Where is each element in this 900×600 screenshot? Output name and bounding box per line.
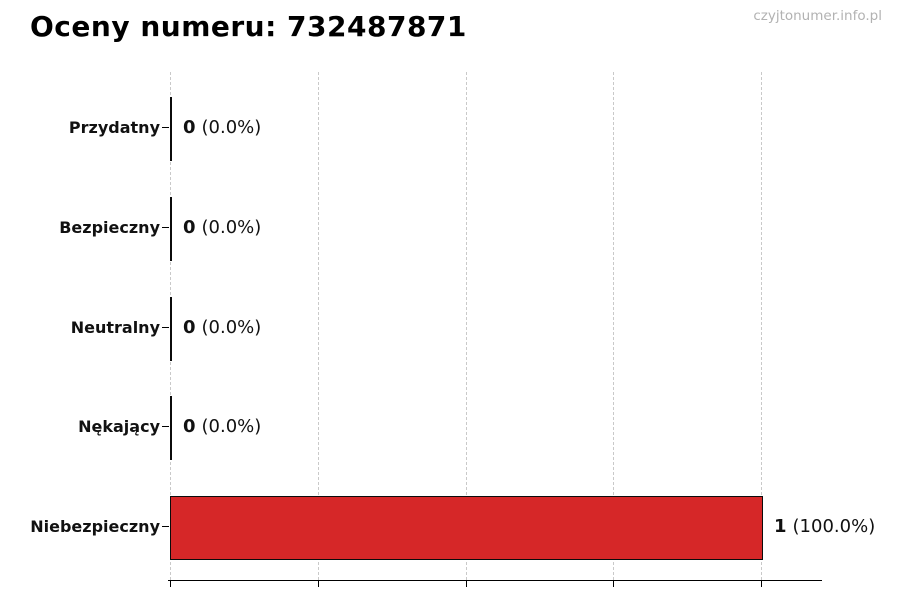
- x-tick: [170, 581, 171, 587]
- bar-row: Bezpieczny 0 (0.0%): [0, 197, 900, 261]
- y-tick: [162, 426, 169, 427]
- bar: [170, 97, 172, 161]
- bar-row: Przydatny 0 (0.0%): [0, 97, 900, 161]
- bar: [170, 396, 172, 460]
- category-label: Przydatny: [68, 118, 160, 137]
- category-label: Niebezpieczny: [30, 517, 160, 536]
- chart-title: Oceny numeru: 732487871: [30, 10, 467, 43]
- value-label: 0 (0.0%): [183, 396, 261, 458]
- category-label: Nękający: [78, 417, 160, 436]
- value-count: 1: [774, 516, 787, 537]
- bar: [170, 297, 172, 361]
- bar-row: Neutralny 0 (0.0%): [0, 297, 900, 361]
- value-label: 0 (0.0%): [183, 197, 261, 259]
- y-tick: [162, 327, 169, 328]
- category-label: Neutralny: [70, 318, 160, 337]
- gridline: [761, 72, 762, 580]
- category-label: Bezpieczny: [59, 218, 160, 237]
- value-count: 0: [183, 217, 196, 238]
- value-percent: (0.0%): [201, 416, 262, 437]
- value-percent: (0.0%): [201, 217, 262, 238]
- x-tick: [761, 581, 762, 587]
- bar: [170, 197, 172, 261]
- gridline: [465, 72, 467, 580]
- y-tick: [162, 526, 169, 527]
- gridline: [613, 72, 615, 580]
- value-label: 0 (0.0%): [183, 97, 261, 159]
- x-axis-line: [168, 580, 822, 581]
- value-percent: (0.0%): [201, 117, 262, 138]
- y-tick: [162, 127, 169, 128]
- value-label: 1 (100.0%): [774, 496, 875, 558]
- value-label: 0 (0.0%): [183, 297, 261, 359]
- x-tick: [613, 581, 615, 587]
- bar: [170, 496, 763, 560]
- x-tick: [317, 581, 319, 587]
- watermark: czyjtonumer.info.pl: [753, 8, 882, 24]
- x-tick: [465, 581, 467, 587]
- y-tick: [162, 227, 169, 228]
- value-count: 0: [183, 117, 196, 138]
- bar-row: Niebezpieczny 1 (100.0%): [0, 496, 900, 560]
- bar-row: Nękający 0 (0.0%): [0, 396, 900, 460]
- value-count: 0: [183, 416, 196, 437]
- gridline: [317, 72, 319, 580]
- value-count: 0: [183, 317, 196, 338]
- value-percent: (100.0%): [792, 516, 876, 537]
- value-percent: (0.0%): [201, 317, 262, 338]
